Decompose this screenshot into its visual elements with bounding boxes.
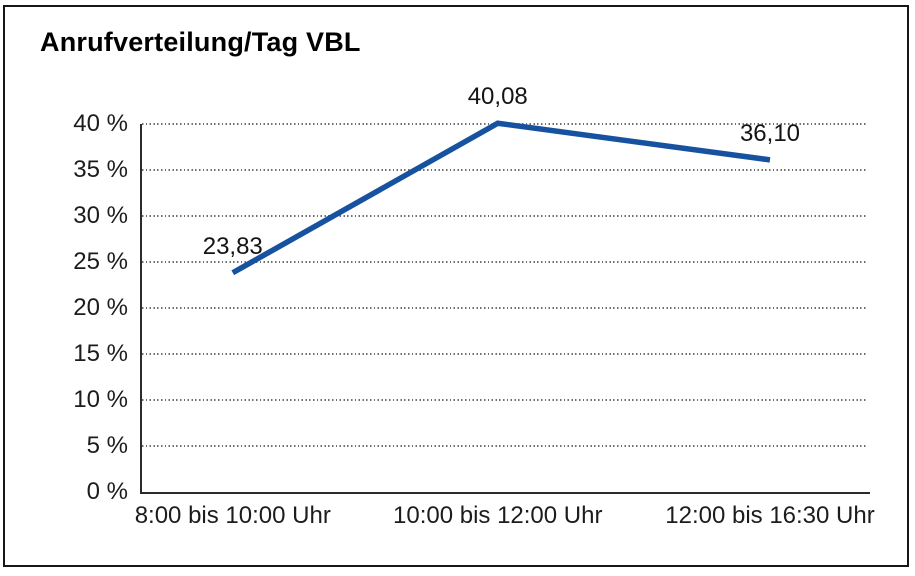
y-tick-label: 30 % [73, 202, 128, 229]
plot-area-axes [140, 124, 870, 494]
series-line [231, 120, 771, 276]
y-tick-label: 35 % [73, 156, 128, 183]
x-tick-label: 8:00 bis 10:00 Uhr [134, 502, 331, 529]
data-point-label: 40,08 [467, 83, 528, 111]
gridline-15pct [142, 353, 868, 355]
y-tick-label: 40 % [73, 110, 128, 137]
gridline-30pct [142, 215, 868, 217]
y-tick-label: 0 % [86, 478, 128, 505]
chart-frame-border [3, 5, 909, 567]
gridline-35pct [142, 169, 868, 171]
y-tick-label: 20 % [73, 294, 128, 321]
chart-title: Anrufverteilung/Tag VBL [40, 27, 361, 57]
y-tick-label: 10 % [73, 386, 128, 413]
gridline-5pct [142, 445, 868, 447]
y-tick-label: 15 % [73, 340, 128, 367]
y-tick-label: 5 % [86, 432, 128, 459]
x-tick-label: 10:00 bis 12:00 Uhr [392, 502, 603, 529]
line-series [231, 120, 771, 276]
x-tick-label: 12:00 bis 16:30 Uhr [665, 502, 875, 529]
y-tick-label: 25 % [73, 248, 128, 275]
gridline-10pct [142, 399, 868, 401]
data-point-label: 36,10 [739, 119, 801, 147]
gridline-20pct [142, 307, 868, 309]
data-point-label: 23,83 [202, 232, 263, 260]
gridline-25pct [142, 261, 868, 263]
